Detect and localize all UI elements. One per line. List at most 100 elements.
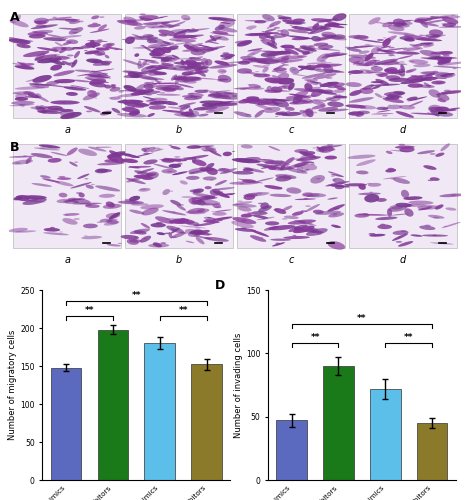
Circle shape xyxy=(406,70,413,72)
Ellipse shape xyxy=(431,52,452,54)
Circle shape xyxy=(423,35,428,36)
Ellipse shape xyxy=(328,241,345,250)
Circle shape xyxy=(284,164,288,166)
Circle shape xyxy=(180,77,183,78)
Circle shape xyxy=(85,204,92,206)
Ellipse shape xyxy=(280,164,285,170)
Circle shape xyxy=(211,104,215,106)
Ellipse shape xyxy=(193,106,218,110)
Circle shape xyxy=(178,106,182,107)
Ellipse shape xyxy=(111,108,120,113)
Ellipse shape xyxy=(215,180,227,186)
Ellipse shape xyxy=(95,186,120,192)
Circle shape xyxy=(154,67,160,69)
Circle shape xyxy=(279,164,286,166)
Ellipse shape xyxy=(316,35,333,40)
Ellipse shape xyxy=(168,232,172,238)
Ellipse shape xyxy=(326,97,341,101)
Ellipse shape xyxy=(170,146,181,150)
Circle shape xyxy=(444,226,447,227)
Circle shape xyxy=(326,77,333,79)
Ellipse shape xyxy=(374,58,399,65)
Ellipse shape xyxy=(86,58,102,63)
Ellipse shape xyxy=(326,21,340,25)
Circle shape xyxy=(138,90,145,92)
Ellipse shape xyxy=(13,92,34,94)
Ellipse shape xyxy=(396,23,407,26)
Ellipse shape xyxy=(420,42,433,44)
Ellipse shape xyxy=(118,200,144,204)
Text: B: B xyxy=(10,142,20,154)
Ellipse shape xyxy=(105,47,123,50)
Circle shape xyxy=(409,82,414,83)
Circle shape xyxy=(41,26,46,27)
Ellipse shape xyxy=(136,90,161,95)
Ellipse shape xyxy=(69,162,78,166)
Ellipse shape xyxy=(96,169,112,172)
Circle shape xyxy=(146,94,152,96)
Ellipse shape xyxy=(376,107,388,110)
Circle shape xyxy=(197,198,203,200)
Ellipse shape xyxy=(364,53,374,62)
Ellipse shape xyxy=(277,168,294,170)
Circle shape xyxy=(377,48,382,50)
Ellipse shape xyxy=(235,40,251,44)
Circle shape xyxy=(335,94,341,96)
Ellipse shape xyxy=(377,110,391,112)
Ellipse shape xyxy=(288,82,295,90)
Ellipse shape xyxy=(206,163,214,168)
Circle shape xyxy=(96,147,99,148)
Ellipse shape xyxy=(36,95,49,102)
Circle shape xyxy=(138,74,142,76)
Ellipse shape xyxy=(169,164,181,168)
Text: d: d xyxy=(400,255,406,265)
Ellipse shape xyxy=(205,147,217,153)
Ellipse shape xyxy=(329,70,345,72)
Circle shape xyxy=(108,220,114,222)
Ellipse shape xyxy=(395,146,415,148)
Ellipse shape xyxy=(87,40,108,42)
Ellipse shape xyxy=(35,24,47,28)
Ellipse shape xyxy=(133,47,157,48)
Circle shape xyxy=(305,206,311,207)
Ellipse shape xyxy=(149,67,166,71)
Ellipse shape xyxy=(392,214,409,216)
Ellipse shape xyxy=(218,168,230,171)
Ellipse shape xyxy=(266,86,272,90)
Ellipse shape xyxy=(313,99,327,102)
Circle shape xyxy=(246,114,251,116)
Ellipse shape xyxy=(353,60,360,65)
Ellipse shape xyxy=(429,56,457,59)
Ellipse shape xyxy=(399,105,415,110)
Ellipse shape xyxy=(298,66,315,70)
Ellipse shape xyxy=(106,213,120,218)
Ellipse shape xyxy=(68,198,91,204)
Circle shape xyxy=(189,57,196,59)
Ellipse shape xyxy=(205,59,212,66)
Circle shape xyxy=(39,148,46,149)
Ellipse shape xyxy=(348,46,374,48)
Ellipse shape xyxy=(291,74,309,76)
Ellipse shape xyxy=(138,59,157,62)
Ellipse shape xyxy=(35,106,47,114)
Circle shape xyxy=(189,95,194,96)
Ellipse shape xyxy=(275,174,297,179)
Ellipse shape xyxy=(202,46,226,50)
Ellipse shape xyxy=(23,50,49,57)
Bar xyxy=(237,144,345,248)
Circle shape xyxy=(243,43,247,44)
Circle shape xyxy=(34,84,39,85)
Ellipse shape xyxy=(274,208,286,214)
Ellipse shape xyxy=(182,34,204,38)
Ellipse shape xyxy=(390,71,406,74)
Ellipse shape xyxy=(438,58,451,64)
Ellipse shape xyxy=(141,176,154,180)
Ellipse shape xyxy=(109,212,120,220)
Ellipse shape xyxy=(241,144,253,148)
Ellipse shape xyxy=(443,74,455,78)
Ellipse shape xyxy=(408,96,427,102)
Circle shape xyxy=(190,159,193,160)
Text: d: d xyxy=(400,125,406,135)
Ellipse shape xyxy=(25,79,36,82)
Ellipse shape xyxy=(9,104,35,106)
